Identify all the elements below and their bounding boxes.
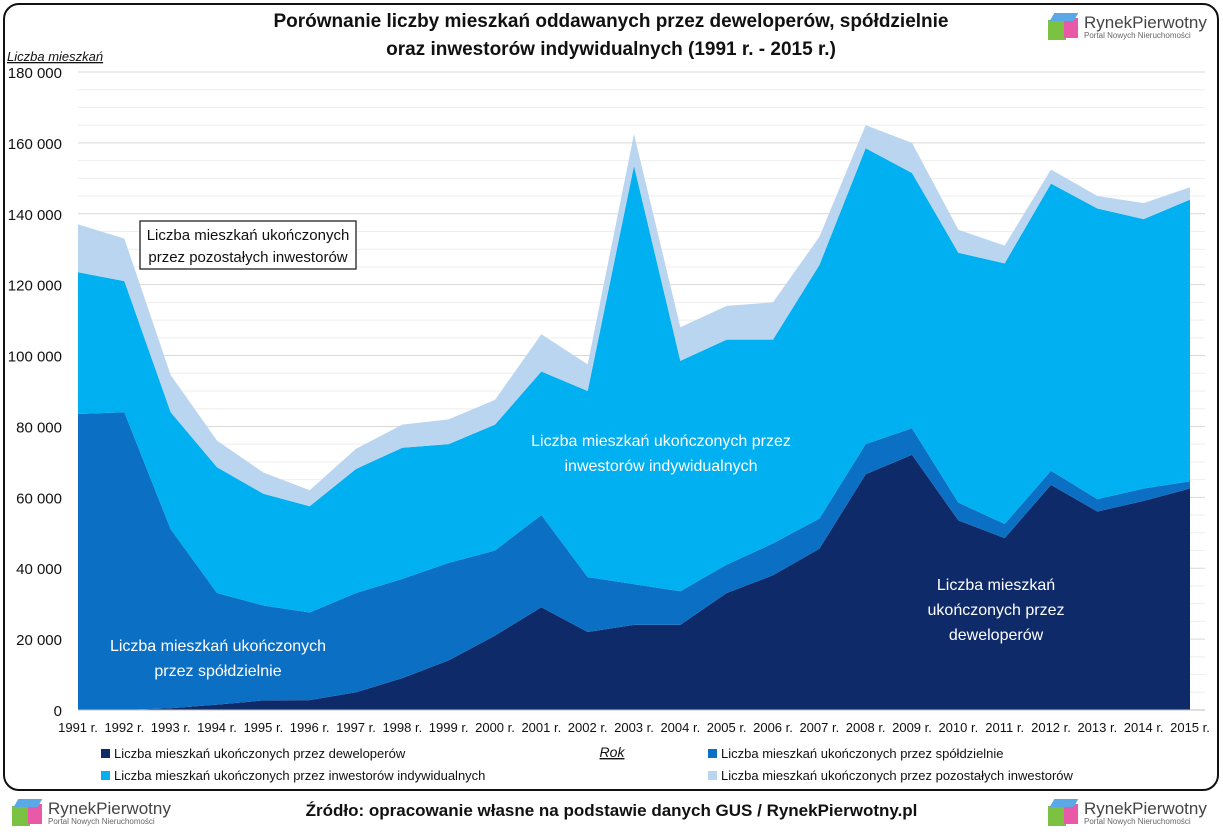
- x-tick-label: 2002 r.: [568, 720, 608, 735]
- annotation-others-box: [139, 220, 357, 270]
- y-axis-ticks: 0 20 000 40 000 60 000 80 000 100 000 120 000 1…: [8, 65, 62, 720]
- legend-swatch: [101, 771, 110, 780]
- logo-tagline: Portal Nowych Nieruchomości: [1084, 31, 1191, 40]
- annotation-cooperatives-line-1: Liczba mieszkań ukończonych: [110, 638, 326, 655]
- y-tick-label: 0: [54, 703, 62, 720]
- annotation-developers-line-1: Liczba mieszkań: [937, 577, 1055, 594]
- x-tick-label: 2006 r.: [753, 720, 793, 735]
- annotation-others-line-1: Liczba mieszkań ukończonych: [147, 227, 350, 244]
- x-tick-label: 1994 r.: [197, 720, 237, 735]
- annotation-individual-line-2: inwestorów indywidualnych: [565, 458, 758, 475]
- x-tick-label: 2005 r.: [707, 720, 747, 735]
- y-tick-label: 140 000: [8, 207, 62, 224]
- legend-item-cooperatives: Liczba mieszkań ukończonych przez spółdz…: [708, 746, 1004, 761]
- y-tick-label: 20 000: [16, 632, 62, 649]
- house-cube-icon: [1046, 798, 1080, 828]
- x-tick-label: 2001 r.: [521, 720, 561, 735]
- annotation-developers-line-2: ukończonych przez: [928, 602, 1065, 619]
- x-tick-label: 1998 r.: [382, 720, 422, 735]
- logo-top-right: RynekPierwotny Portal Nowych Nieruchomoś…: [1046, 12, 1207, 42]
- y-tick-label: 100 000: [8, 349, 62, 366]
- chart-title-line-2: oraz inwestorów indywidualnych (1991 r. …: [386, 39, 836, 60]
- x-tick-label: 1996 r.: [290, 720, 330, 735]
- legend-label: Liczba mieszkań ukończonych przez dewelo…: [114, 746, 406, 761]
- legend-swatch: [708, 749, 717, 758]
- chart-frame: [3, 3, 1219, 791]
- logo-brand: RynekPierwotny: [1084, 799, 1207, 818]
- logo-tagline: Portal Nowych Nieruchomości: [1084, 817, 1191, 826]
- x-tick-label: 2007 r.: [799, 720, 839, 735]
- y-axis-label: Liczba mieszkań: [7, 49, 103, 64]
- area-series-1: [78, 412, 1190, 710]
- legend-swatch: [708, 771, 717, 780]
- y-tick-label: 60 000: [16, 490, 62, 507]
- annotation-developers-line-3: deweloperów: [949, 627, 1044, 644]
- legend-label: Liczba mieszkań ukończonych przez pozost…: [721, 768, 1074, 783]
- x-tick-label: 2009 r.: [892, 720, 932, 735]
- y-tick-label: 80 000: [16, 419, 62, 436]
- x-axis-ticks: 1991 r. 1992 r. 1993 r. 1994 r. 1995 r. 1996 …: [58, 720, 1210, 735]
- area-series-0: [78, 454, 1190, 710]
- source-note: Źródło: opracowanie własne na podstawie …: [305, 801, 918, 820]
- legend-label: Liczba mieszkań ukończonych przez inwest…: [114, 768, 485, 783]
- x-tick-label: 2004 r.: [660, 720, 700, 735]
- house-cube-icon: [10, 798, 44, 828]
- logo-brand: RynekPierwotny: [48, 799, 171, 818]
- x-tick-label: 2003 r.: [614, 720, 654, 735]
- x-tick-label: 1993 r.: [151, 720, 191, 735]
- logo-tagline: Portal Nowych Nieruchomości: [48, 817, 155, 826]
- x-tick-label: 2011 r.: [985, 720, 1024, 735]
- annotation-individual-line-1: Liczba mieszkań ukończonych przez: [531, 433, 791, 450]
- x-tick-label: 1991 r.: [58, 720, 98, 735]
- y-tick-label: 40 000: [16, 561, 62, 578]
- x-axis-label: Rok: [600, 744, 626, 760]
- logo-bottom-left: RynekPierwotny Portal Nowych Nieruchomoś…: [10, 798, 171, 828]
- legend-swatch: [101, 749, 110, 758]
- y-tick-label: 120 000: [8, 278, 62, 295]
- chart-title-line-1: Porównanie liczby mieszkań oddawanych pr…: [273, 11, 948, 32]
- annotation-cooperatives-line-2: przez spółdzielnie: [154, 663, 281, 680]
- annotation-others: Liczba mieszkań ukończonych przez pozost…: [139, 220, 357, 270]
- legend-item-others: Liczba mieszkań ukończonych przez pozost…: [708, 768, 1074, 783]
- legend: Liczba mieszkań ukończonych przez dewelo…: [101, 746, 1074, 783]
- areas: [78, 125, 1205, 711]
- annotation-others-line-2: przez pozostałych inwestorów: [148, 249, 347, 266]
- x-tick-label: 1992 r.: [104, 720, 144, 735]
- house-cube-icon: [1046, 12, 1080, 42]
- x-tick-label: 2014 r.: [1124, 720, 1164, 735]
- logo-brand: RynekPierwotny: [1084, 13, 1207, 32]
- x-tick-label: 2008 r.: [846, 720, 886, 735]
- x-tick-label: 2000 r.: [475, 720, 515, 735]
- x-tick-label: 1999 r.: [429, 720, 469, 735]
- logo-bottom-right: RynekPierwotny Portal Nowych Nieruchomoś…: [1046, 798, 1207, 828]
- y-tick-label: 160 000: [8, 136, 62, 153]
- legend-label: Liczba mieszkań ukończonych przez spółdz…: [721, 746, 1004, 761]
- legend-item-developers: Liczba mieszkań ukończonych przez dewelo…: [101, 746, 406, 761]
- x-tick-label: 2012 r.: [1031, 720, 1071, 735]
- x-tick-label: 1997 r.: [336, 720, 376, 735]
- x-tick-label: 2013 r.: [1077, 720, 1117, 735]
- x-tick-label: 2010 r.: [938, 720, 978, 735]
- x-tick-label: 1995 r.: [243, 720, 283, 735]
- area-series-2: [78, 148, 1190, 613]
- x-tick-label: 2015 r.: [1170, 720, 1210, 735]
- y-tick-label: 180 000: [8, 65, 62, 82]
- legend-item-individual: Liczba mieszkań ukończonych przez inwest…: [101, 768, 485, 783]
